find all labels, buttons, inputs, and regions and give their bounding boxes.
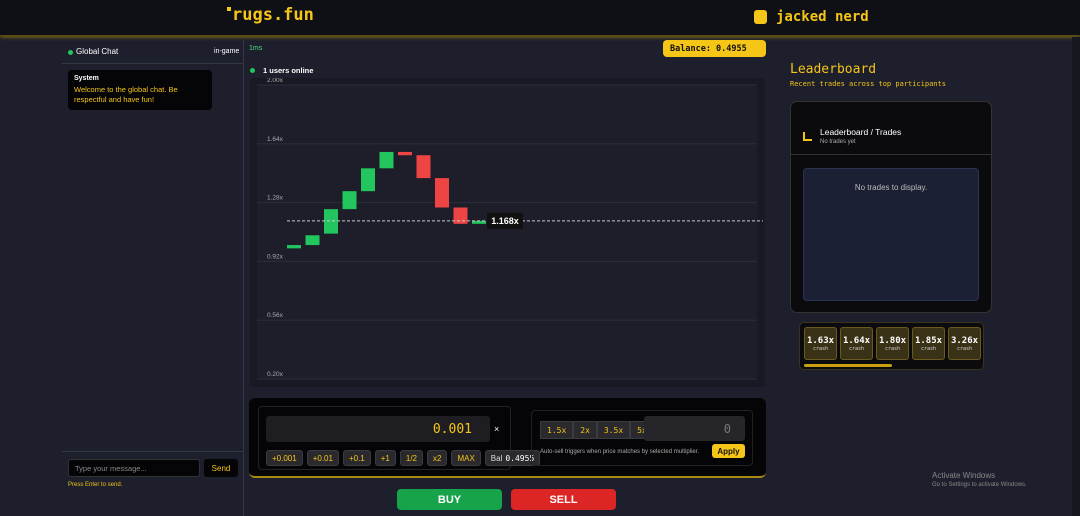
chat-message: System Welcome to the global chat. Be re… xyxy=(68,70,212,110)
chart-icon xyxy=(803,132,812,141)
balance-chip: Bal 0.4955 xyxy=(484,450,541,466)
balance-button[interactable]: Balance: 0.4955 xyxy=(663,40,766,57)
recent-multiplier: 3.26x xyxy=(950,335,979,346)
current-price-box xyxy=(487,212,523,229)
auto-sell-box xyxy=(531,410,753,466)
wallet-icon xyxy=(754,10,767,24)
online-dot xyxy=(250,68,255,73)
latency: 1ms xyxy=(249,45,263,52)
candle-body xyxy=(305,235,320,246)
candle-body xyxy=(416,155,431,179)
y-tick-label: 0.56x xyxy=(267,312,284,319)
quick-buttons: +0.001 +0.01 +0.1 +1 1/2 x2 MAX Bal 0.4955 xyxy=(266,450,541,466)
panel-header xyxy=(791,102,991,155)
message-text: Welcome to the global chat. Be respectfu… xyxy=(74,85,178,104)
y-tick-label: 0.92x xyxy=(267,253,284,260)
quick-button[interactable]: +0.01 xyxy=(306,450,339,466)
message-sender: System xyxy=(74,75,99,82)
y-tick-label: 1.64x xyxy=(267,136,284,143)
leaderboard-title: Leaderboard xyxy=(790,62,877,77)
recent-label: crash xyxy=(956,345,973,352)
chat-status: in-game xyxy=(214,48,240,55)
quick-button[interactable]: +0.1 xyxy=(342,450,371,466)
panel-title: Leaderboard / Trades xyxy=(820,127,902,137)
divider xyxy=(62,451,244,452)
leaderboard-panel: Leaderboard / Trades No trades yet No tr… xyxy=(790,101,992,313)
clear-button[interactable]: × xyxy=(494,424,500,434)
recent-multiplier: 1.63x xyxy=(806,335,835,346)
candle-body xyxy=(472,220,486,224)
quick-button[interactable]: +1 xyxy=(374,450,396,466)
sell-button[interactable]: SELL xyxy=(511,489,616,510)
panel-subtitle: No trades yet xyxy=(820,139,856,145)
amount-box xyxy=(258,406,511,470)
chat-hint: Press Enter to send. xyxy=(68,482,123,488)
recent-list: 1.63x crash 1.64x crash 1.80x crash 1.85x crash… xyxy=(804,327,981,360)
quick-button[interactable]: MAX xyxy=(451,450,481,466)
recent-multiplier: 1.85x xyxy=(914,335,943,346)
strip-scrollbar xyxy=(804,364,892,367)
candle-body xyxy=(398,151,412,156)
online-dot xyxy=(68,50,73,55)
buy-button[interactable]: BUY xyxy=(397,489,502,510)
chat-panel: Global Chat in-game System Welcome to th… xyxy=(62,40,244,516)
quick-button[interactable]: +0.001 xyxy=(266,450,303,466)
auto-sell-note: Auto-sell triggers when price matches by… xyxy=(540,449,700,455)
send-button[interactable]: Send xyxy=(204,459,238,477)
balance-label: Bal xyxy=(490,453,503,463)
recent-label: crash xyxy=(848,345,865,352)
recent-chip[interactable]: 3.26x crash xyxy=(948,327,981,360)
chat-title: Global Chat xyxy=(76,47,119,56)
recent-multiplier: 1.64x xyxy=(842,335,871,346)
logo-dot xyxy=(227,7,231,11)
logo[interactable]: rugs.fun xyxy=(232,5,314,25)
username[interactable]: jacked nerd xyxy=(776,9,869,25)
leaderboard-subtitle: Recent trades across top participants xyxy=(790,80,946,88)
price-chart: 0.20x 0.56x 0.92x 1.28x 1.64x 2.00x 1.168x xyxy=(250,78,765,387)
os-notice-title: Activate Windows xyxy=(932,471,996,480)
empty-state: No trades to display. xyxy=(803,168,979,301)
target-input[interactable]: 0 xyxy=(644,416,745,441)
os-notice-text: Go to Settings to activate Windows. xyxy=(932,482,1027,488)
trade-panel: 0.001 × +0.001 +0.01 +0.1 +1 1/2 x2 MAX Bal 0.49… xyxy=(249,398,766,478)
recent-label: crash xyxy=(812,345,829,352)
recent-chip[interactable]: 1.80x crash xyxy=(876,327,909,360)
chat-input[interactable]: Type your message... xyxy=(68,459,200,477)
recent-chip[interactable]: 1.85x crash xyxy=(912,327,945,360)
candle-body xyxy=(453,207,468,224)
top-bar: rugs.fun jacked nerd xyxy=(0,0,1080,36)
current-price-label: 1.168x xyxy=(491,216,519,226)
scrollbar xyxy=(1072,37,1080,516)
y-tick-label: 0.20x xyxy=(267,371,284,378)
candle-body xyxy=(342,191,357,210)
candle-body xyxy=(379,151,394,169)
multiplier-button[interactable]: 3.5x xyxy=(596,421,631,439)
recent-chip[interactable]: 1.64x crash xyxy=(840,327,873,360)
chat-header xyxy=(62,40,244,64)
multiplier-button[interactable]: 2x xyxy=(573,421,597,439)
quick-button[interactable]: 1/2 xyxy=(399,450,423,466)
quick-button[interactable]: x2 xyxy=(427,450,448,466)
users-online: 1 users online xyxy=(263,66,314,75)
balance-value: 0.4955 xyxy=(505,453,535,463)
apply-button[interactable]: Apply xyxy=(712,444,745,458)
y-tick-label: 2.00x xyxy=(267,78,284,84)
candle-body xyxy=(287,245,301,249)
multiplier-button[interactable]: 1.5x xyxy=(540,421,574,439)
multiplier-buttons: 1.5x 2x 3.5x 5x xyxy=(540,421,654,439)
recent-label: crash xyxy=(884,345,901,352)
amount-input[interactable]: 0.001 xyxy=(266,416,490,442)
y-tick-label: 1.28x xyxy=(267,195,284,202)
recent-strip: 1.63x crash 1.64x crash 1.80x crash 1.85x crash… xyxy=(799,322,984,370)
recent-chip[interactable]: 1.63x crash xyxy=(804,327,837,360)
plot-area xyxy=(257,85,757,379)
candle-body xyxy=(324,209,338,234)
recent-label: crash xyxy=(920,345,937,352)
recent-multiplier: 1.80x xyxy=(878,335,907,346)
candle-body xyxy=(361,168,375,192)
candle-body xyxy=(435,178,449,208)
